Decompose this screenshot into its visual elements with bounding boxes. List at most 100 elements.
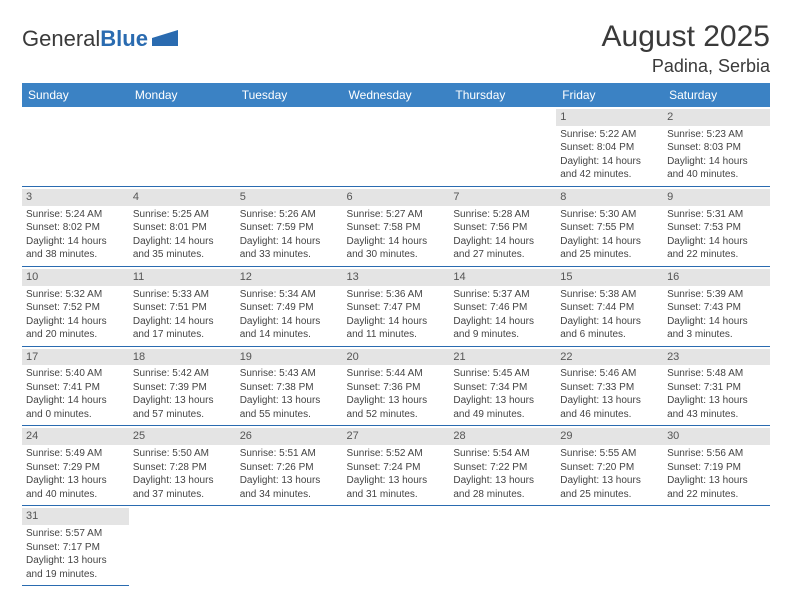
- logo: GeneralBlue: [22, 26, 178, 52]
- calendar-cell: 25Sunrise: 5:50 AMSunset: 7:28 PMDayligh…: [129, 426, 236, 506]
- sunrise-text: Sunrise: 5:50 AM: [133, 447, 232, 461]
- daylight-text: Daylight: 14 hours and 3 minutes.: [667, 315, 766, 342]
- day-number: 20: [343, 349, 450, 366]
- sunrise-text: Sunrise: 5:30 AM: [560, 208, 659, 222]
- day-number: 28: [449, 428, 556, 445]
- day-number: 5: [236, 189, 343, 206]
- sunrise-text: Sunrise: 5:22 AM: [560, 128, 659, 142]
- calendar-cell: 27Sunrise: 5:52 AMSunset: 7:24 PMDayligh…: [343, 426, 450, 506]
- calendar-cell: 18Sunrise: 5:42 AMSunset: 7:39 PMDayligh…: [129, 346, 236, 426]
- sunset-text: Sunset: 7:39 PM: [133, 381, 232, 395]
- sunrise-text: Sunrise: 5:55 AM: [560, 447, 659, 461]
- sunset-text: Sunset: 7:19 PM: [667, 461, 766, 475]
- calendar-cell: 31Sunrise: 5:57 AMSunset: 7:17 PMDayligh…: [22, 506, 129, 586]
- calendar-cell: 22Sunrise: 5:46 AMSunset: 7:33 PMDayligh…: [556, 346, 663, 426]
- sunset-text: Sunset: 7:52 PM: [26, 301, 125, 315]
- sunrise-text: Sunrise: 5:28 AM: [453, 208, 552, 222]
- sunrise-text: Sunrise: 5:27 AM: [347, 208, 446, 222]
- col-wednesday: Wednesday: [343, 83, 450, 107]
- sunset-text: Sunset: 7:34 PM: [453, 381, 552, 395]
- daylight-text: Daylight: 13 hours and 31 minutes.: [347, 474, 446, 501]
- day-number: 21: [449, 349, 556, 366]
- sunset-text: Sunset: 7:17 PM: [26, 541, 125, 555]
- day-number: 3: [22, 189, 129, 206]
- day-number: 11: [129, 269, 236, 286]
- sunset-text: Sunset: 7:33 PM: [560, 381, 659, 395]
- calendar-row: 24Sunrise: 5:49 AMSunset: 7:29 PMDayligh…: [22, 426, 770, 506]
- daylight-text: Daylight: 14 hours and 22 minutes.: [667, 235, 766, 262]
- day-number: 23: [663, 349, 770, 366]
- calendar-cell: 8Sunrise: 5:30 AMSunset: 7:55 PMDaylight…: [556, 186, 663, 266]
- day-number: 29: [556, 428, 663, 445]
- day-number: 4: [129, 189, 236, 206]
- calendar-cell: 15 Sunrise: 5:38 AMSunset: 7:44 PMDayligh…: [556, 266, 663, 346]
- day-number: 27: [343, 428, 450, 445]
- sunrise-text: Sunrise: 5:52 AM: [347, 447, 446, 461]
- daylight-text: Daylight: 13 hours and 37 minutes.: [133, 474, 232, 501]
- sunset-text: Sunset: 7:47 PM: [347, 301, 446, 315]
- calendar-table: Sunday Monday Tuesday Wednesday Thursday…: [22, 83, 770, 586]
- daylight-text: Daylight: 13 hours and 55 minutes.: [240, 394, 339, 421]
- sunrise-text: Sunrise: 5:37 AM: [453, 288, 552, 302]
- flag-icon: [152, 26, 178, 52]
- sunrise-text: Sunrise: 5:48 AM: [667, 367, 766, 381]
- calendar-cell: 20Sunrise: 5:44 AMSunset: 7:36 PMDayligh…: [343, 346, 450, 426]
- title-block: August 2025 Padina, Serbia: [602, 20, 770, 77]
- sunrise-text: Sunrise: 5:45 AM: [453, 367, 552, 381]
- daylight-text: Daylight: 14 hours and 11 minutes.: [347, 315, 446, 342]
- calendar-cell: [129, 506, 236, 586]
- daylight-text: Daylight: 14 hours and 17 minutes.: [133, 315, 232, 342]
- sunrise-text: Sunrise: 5:44 AM: [347, 367, 446, 381]
- sunrise-text: Sunrise: 5:38 AM: [560, 288, 659, 302]
- daylight-text: Daylight: 13 hours and 34 minutes.: [240, 474, 339, 501]
- day-number: 15: [556, 269, 663, 286]
- daylight-text: Daylight: 13 hours and 49 minutes.: [453, 394, 552, 421]
- col-friday: Friday: [556, 83, 663, 107]
- sunset-text: Sunset: 7:28 PM: [133, 461, 232, 475]
- calendar-cell: [343, 107, 450, 186]
- sunset-text: Sunset: 7:44 PM: [560, 301, 659, 315]
- calendar-row: 17Sunrise: 5:40 AMSunset: 7:41 PMDayligh…: [22, 346, 770, 426]
- calendar-cell: 28Sunrise: 5:54 AMSunset: 7:22 PMDayligh…: [449, 426, 556, 506]
- daylight-text: Daylight: 14 hours and 30 minutes.: [347, 235, 446, 262]
- daylight-text: Daylight: 14 hours and 40 minutes.: [667, 155, 766, 182]
- calendar-cell: 24Sunrise: 5:49 AMSunset: 7:29 PMDayligh…: [22, 426, 129, 506]
- calendar-row: 31Sunrise: 5:57 AMSunset: 7:17 PMDayligh…: [22, 506, 770, 586]
- daylight-text: Daylight: 13 hours and 46 minutes.: [560, 394, 659, 421]
- daylight-text: Daylight: 14 hours and 6 minutes.: [560, 315, 659, 342]
- sunset-text: Sunset: 8:03 PM: [667, 141, 766, 155]
- daylight-text: Daylight: 14 hours and 27 minutes.: [453, 235, 552, 262]
- col-monday: Monday: [129, 83, 236, 107]
- sunset-text: Sunset: 8:01 PM: [133, 221, 232, 235]
- sunrise-text: Sunrise: 5:39 AM: [667, 288, 766, 302]
- sunset-text: Sunset: 7:58 PM: [347, 221, 446, 235]
- col-sunday: Sunday: [22, 83, 129, 107]
- day-number: 17: [22, 349, 129, 366]
- day-number: 22: [556, 349, 663, 366]
- calendar-cell: 3Sunrise: 5:24 AMSunset: 8:02 PMDaylight…: [22, 186, 129, 266]
- calendar-cell: 2Sunrise: 5:23 AMSunset: 8:03 PMDaylight…: [663, 107, 770, 186]
- day-number: 8: [556, 189, 663, 206]
- calendar-cell: 13Sunrise: 5:36 AMSunset: 7:47 PMDayligh…: [343, 266, 450, 346]
- calendar-cell: 14Sunrise: 5:37 AMSunset: 7:46 PMDayligh…: [449, 266, 556, 346]
- day-number: 12: [236, 269, 343, 286]
- calendar-cell: [449, 506, 556, 586]
- daylight-text: Daylight: 14 hours and 20 minutes.: [26, 315, 125, 342]
- location: Padina, Serbia: [602, 56, 770, 77]
- calendar-cell: 10Sunrise: 5:32 AMSunset: 7:52 PMDayligh…: [22, 266, 129, 346]
- day-number: 30: [663, 428, 770, 445]
- logo-text-1: General: [22, 26, 100, 52]
- sunrise-text: Sunrise: 5:34 AM: [240, 288, 339, 302]
- daylight-text: Daylight: 13 hours and 19 minutes.: [26, 554, 125, 581]
- calendar-cell: [236, 107, 343, 186]
- calendar-cell: [236, 506, 343, 586]
- calendar-header: Sunday Monday Tuesday Wednesday Thursday…: [22, 83, 770, 107]
- calendar-cell: [129, 107, 236, 186]
- sunset-text: Sunset: 7:49 PM: [240, 301, 339, 315]
- calendar-cell: 1Sunrise: 5:22 AMSunset: 8:04 PMDaylight…: [556, 107, 663, 186]
- sunset-text: Sunset: 7:31 PM: [667, 381, 766, 395]
- calendar-cell: 19Sunrise: 5:43 AMSunset: 7:38 PMDayligh…: [236, 346, 343, 426]
- day-number: 16: [663, 269, 770, 286]
- sunrise-text: Sunrise: 5:56 AM: [667, 447, 766, 461]
- daylight-text: Daylight: 14 hours and 33 minutes.: [240, 235, 339, 262]
